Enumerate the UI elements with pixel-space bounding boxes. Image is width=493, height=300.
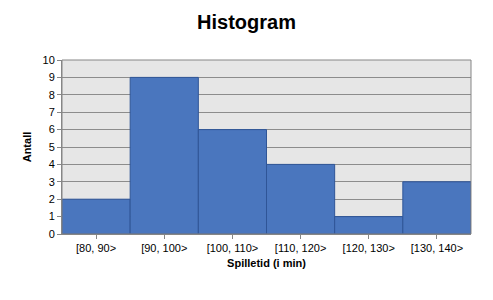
svg-text:5: 5 bbox=[49, 141, 55, 153]
svg-text:[80, 90>: [80, 90> bbox=[76, 242, 116, 254]
svg-text:Antall: Antall bbox=[21, 132, 33, 163]
svg-text:[90, 100>: [90, 100> bbox=[141, 242, 187, 254]
svg-text:[130, 140>: [130, 140> bbox=[411, 242, 463, 254]
svg-text:Histogram: Histogram bbox=[197, 11, 296, 33]
svg-text:6: 6 bbox=[49, 123, 55, 135]
svg-text:7: 7 bbox=[49, 106, 55, 118]
svg-text:2: 2 bbox=[49, 193, 55, 205]
svg-text:9: 9 bbox=[49, 71, 55, 83]
svg-text:0: 0 bbox=[49, 228, 55, 240]
svg-text:[120, 130>: [120, 130> bbox=[343, 242, 395, 254]
svg-text:Spilletid (i min): Spilletid (i min) bbox=[227, 257, 306, 269]
svg-text:[100, 110>: [100, 110> bbox=[207, 242, 258, 254]
svg-text:4: 4 bbox=[49, 158, 55, 170]
svg-text:8: 8 bbox=[49, 89, 55, 101]
svg-text:3: 3 bbox=[49, 176, 55, 188]
svg-text:1: 1 bbox=[49, 210, 55, 222]
svg-text:[110, 120>: [110, 120> bbox=[275, 242, 326, 254]
svg-text:10: 10 bbox=[43, 54, 55, 66]
